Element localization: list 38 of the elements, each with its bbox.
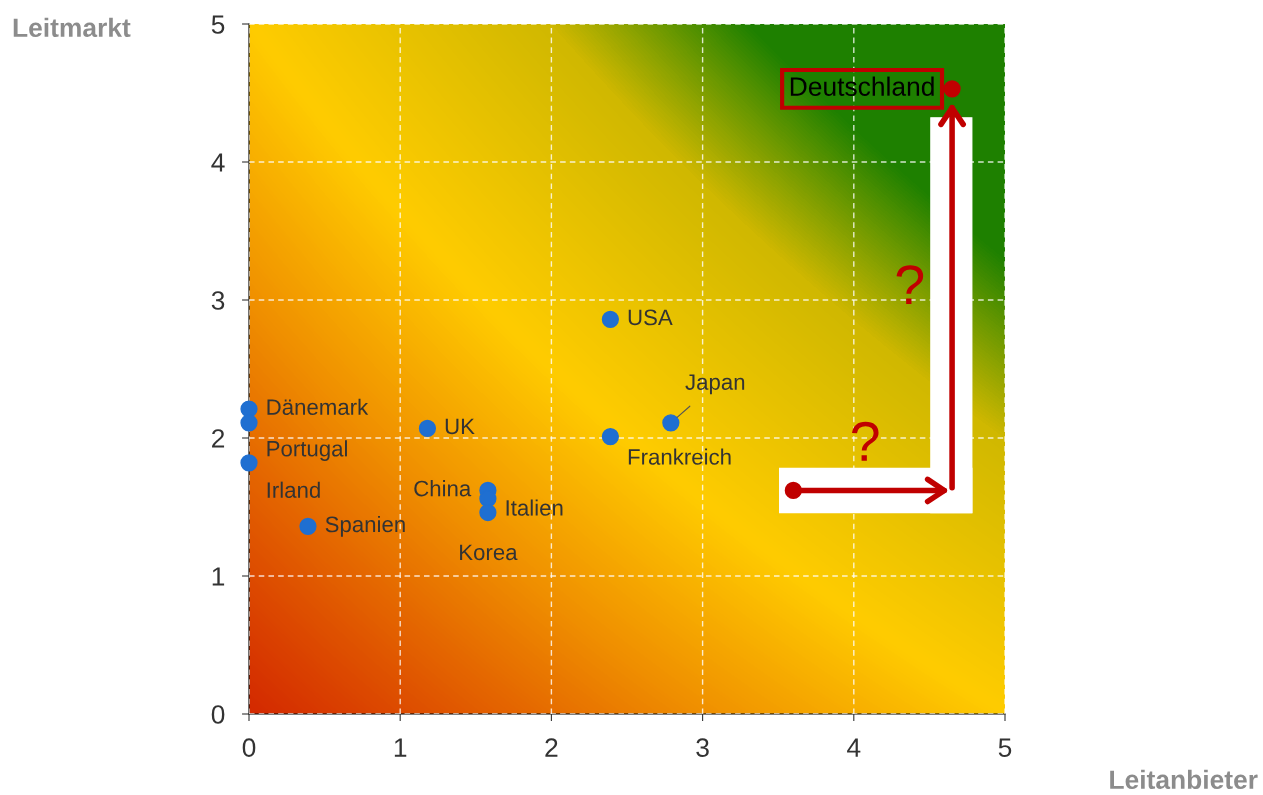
y-tick-label: 3 bbox=[211, 291, 225, 310]
y-tick-label: 0 bbox=[211, 705, 225, 724]
point bbox=[418, 419, 437, 437]
x-tick-label: 4 bbox=[847, 738, 861, 757]
point bbox=[479, 503, 497, 522]
y-tick-label: 1 bbox=[212, 567, 225, 586]
y-tick-label: 2 bbox=[212, 429, 225, 448]
annotation: Frankreich bbox=[628, 448, 731, 465]
annotation: Korea bbox=[460, 544, 518, 561]
x-tick-label: 0 bbox=[242, 738, 256, 757]
x-tick-label: 2 bbox=[545, 738, 558, 757]
x-axis-title: Leitanbieter bbox=[1110, 769, 1258, 790]
point bbox=[601, 428, 619, 446]
annotation: Portugal bbox=[267, 440, 347, 461]
x-tick-label: 3 bbox=[696, 738, 709, 757]
annotation: Spanien bbox=[325, 515, 405, 537]
x-tick-label: 5 bbox=[998, 738, 1012, 757]
annotation: UK bbox=[445, 418, 475, 435]
point bbox=[240, 454, 258, 472]
annotation: Italien bbox=[506, 499, 563, 516]
point bbox=[784, 481, 802, 500]
point bbox=[240, 414, 258, 432]
point bbox=[943, 80, 961, 98]
annotation: ? bbox=[896, 265, 924, 305]
point bbox=[299, 517, 317, 535]
annotation: USA bbox=[628, 309, 673, 326]
annotation: Japan bbox=[685, 374, 745, 395]
y-axis-title: Leitmarkt bbox=[13, 17, 131, 38]
x-tick-label: 1 bbox=[394, 738, 407, 757]
y-tick-label: 4 bbox=[211, 153, 225, 172]
annotation: ? bbox=[851, 421, 879, 461]
annotation: Dänemark bbox=[267, 398, 369, 415]
annotation: Deutschland bbox=[790, 76, 934, 96]
annotation: China bbox=[414, 480, 472, 497]
point bbox=[662, 414, 680, 432]
point bbox=[601, 310, 619, 328]
y-tick-label: 5 bbox=[211, 15, 225, 34]
annotation: Irland bbox=[267, 481, 320, 498]
